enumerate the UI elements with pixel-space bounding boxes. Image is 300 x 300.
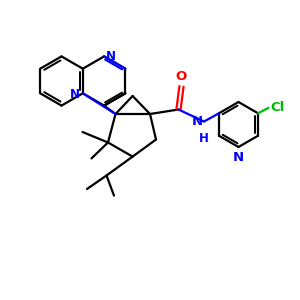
Text: N: N xyxy=(106,50,116,63)
Text: O: O xyxy=(176,70,187,83)
Text: Cl: Cl xyxy=(270,101,284,114)
Text: H: H xyxy=(199,132,209,145)
Text: N: N xyxy=(233,151,244,164)
Text: N: N xyxy=(192,115,203,128)
Text: N: N xyxy=(70,88,80,101)
